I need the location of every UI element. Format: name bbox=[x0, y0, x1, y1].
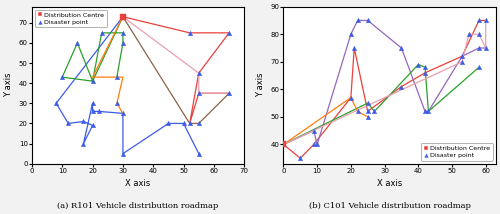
Point bbox=[475, 46, 483, 50]
Point bbox=[195, 152, 203, 155]
Point bbox=[52, 102, 60, 105]
Y-axis label: Y axis: Y axis bbox=[4, 73, 13, 97]
Point bbox=[424, 110, 432, 113]
Text: (a) R101 Vehicle distribution roadmap: (a) R101 Vehicle distribution roadmap bbox=[58, 202, 218, 210]
Point bbox=[475, 19, 483, 22]
Point bbox=[313, 143, 321, 146]
Point bbox=[88, 124, 96, 127]
Point bbox=[195, 71, 203, 75]
Point bbox=[421, 110, 429, 113]
Point bbox=[421, 65, 429, 69]
X-axis label: X axis: X axis bbox=[377, 179, 402, 189]
Point bbox=[195, 92, 203, 95]
Point bbox=[88, 102, 96, 105]
Point bbox=[119, 31, 127, 34]
Legend: Distribution Centre, Disaster point: Distribution Centre, Disaster point bbox=[421, 143, 492, 160]
X-axis label: X axis: X axis bbox=[126, 179, 150, 189]
Point bbox=[475, 65, 483, 69]
Point bbox=[113, 102, 121, 105]
Point bbox=[195, 122, 203, 125]
Point bbox=[296, 156, 304, 160]
Point bbox=[347, 33, 355, 36]
Point bbox=[94, 110, 102, 113]
Point bbox=[354, 19, 362, 22]
Point bbox=[186, 31, 194, 34]
Point bbox=[64, 122, 72, 125]
Point bbox=[88, 110, 96, 113]
Point bbox=[80, 120, 88, 123]
Point bbox=[113, 75, 121, 79]
Point bbox=[398, 85, 406, 88]
Point bbox=[421, 71, 429, 74]
Point bbox=[364, 19, 372, 22]
Point bbox=[119, 152, 127, 155]
Point bbox=[310, 143, 318, 146]
Point bbox=[186, 122, 194, 125]
Text: (b) C101 Vehicle distribution roadmap: (b) C101 Vehicle distribution roadmap bbox=[308, 202, 470, 210]
Point bbox=[354, 110, 362, 113]
Point bbox=[458, 60, 466, 64]
Point bbox=[398, 46, 406, 50]
Point bbox=[119, 15, 127, 18]
Legend: Distribution Centre, Disaster point: Distribution Centre, Disaster point bbox=[35, 10, 107, 27]
Point bbox=[364, 110, 372, 113]
Point bbox=[58, 75, 66, 79]
Point bbox=[364, 115, 372, 119]
Point bbox=[180, 122, 188, 125]
Y-axis label: Y axis: Y axis bbox=[256, 73, 264, 97]
Point bbox=[458, 55, 466, 58]
Point bbox=[88, 79, 96, 83]
Point bbox=[119, 41, 127, 45]
Point bbox=[119, 112, 127, 115]
Point bbox=[482, 19, 490, 22]
Point bbox=[225, 31, 233, 34]
Point bbox=[74, 41, 82, 45]
Point bbox=[414, 63, 422, 66]
Point bbox=[225, 92, 233, 95]
Point bbox=[350, 46, 358, 50]
Point bbox=[280, 143, 287, 146]
Point bbox=[98, 31, 106, 34]
Point bbox=[364, 101, 372, 105]
Point bbox=[465, 33, 473, 36]
Point bbox=[80, 142, 88, 145]
Point bbox=[310, 129, 318, 132]
Point bbox=[164, 122, 172, 125]
Point bbox=[347, 96, 355, 99]
Point bbox=[482, 46, 490, 50]
Point bbox=[370, 110, 378, 113]
Point bbox=[475, 33, 483, 36]
